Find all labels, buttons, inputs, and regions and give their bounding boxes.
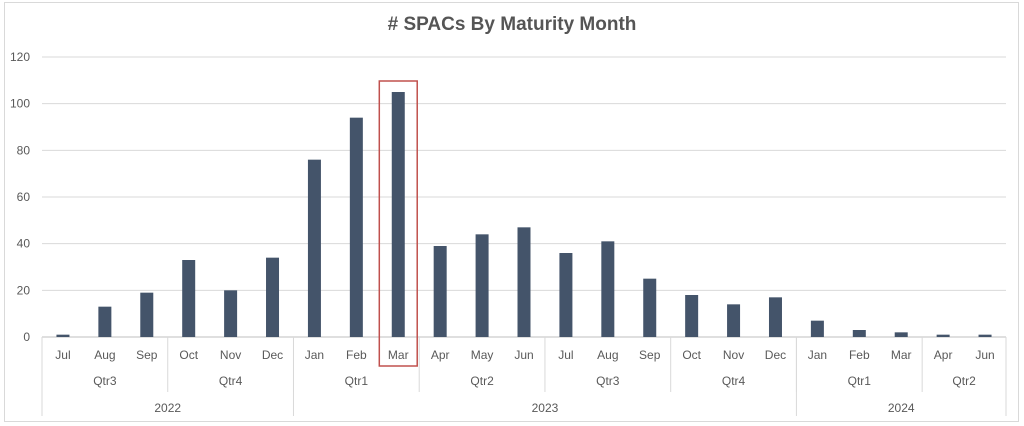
bar [978, 334, 992, 337]
bar [852, 330, 866, 337]
x-tick-label: Jan [305, 348, 324, 362]
bar [810, 320, 824, 337]
bar [685, 295, 699, 337]
quarter-label: Qtr4 [722, 374, 746, 388]
x-tick-label: Aug [94, 348, 115, 362]
x-tick-label: Aug [597, 348, 618, 362]
quarter-label: Qtr1 [848, 374, 872, 388]
bar [559, 253, 573, 337]
bar [140, 292, 154, 337]
y-tick-label: 20 [17, 283, 31, 297]
quarter-label: Qtr3 [596, 374, 620, 388]
year-label: 2022 [154, 401, 181, 415]
bar [433, 246, 447, 337]
bar [307, 159, 321, 337]
x-tick-label: Dec [262, 348, 283, 362]
bar [643, 278, 657, 337]
x-tick-label: Jul [558, 348, 573, 362]
chart-frame [4, 2, 1019, 422]
bar [391, 92, 405, 337]
bar [266, 257, 280, 337]
year-label: 2023 [532, 401, 559, 415]
y-tick-label: 0 [23, 330, 30, 344]
y-tick-label: 100 [10, 97, 30, 111]
x-tick-label: Feb [346, 348, 367, 362]
x-tick-label: Jan [808, 348, 827, 362]
bar [936, 334, 950, 337]
quarter-label: Qtr2 [470, 374, 494, 388]
x-tick-label: Dec [765, 348, 786, 362]
x-tick-label: Jun [514, 348, 533, 362]
bar [349, 117, 363, 338]
x-tick-label: Nov [723, 348, 744, 362]
x-tick-label: Nov [220, 348, 241, 362]
bar [894, 332, 908, 337]
bar [768, 297, 782, 337]
highlight-box [378, 80, 418, 367]
quarter-label: Qtr4 [219, 374, 243, 388]
y-tick-label: 60 [17, 190, 31, 204]
quarter-label: Qtr3 [93, 374, 117, 388]
x-tick-label: Mar [388, 348, 409, 362]
bar [517, 227, 531, 337]
bar [224, 290, 238, 337]
x-tick-label: Sep [639, 348, 661, 362]
bar [727, 304, 741, 337]
y-tick-label: 40 [17, 237, 31, 251]
bar [601, 241, 615, 337]
bar [475, 234, 489, 337]
y-tick-label: 80 [17, 143, 31, 157]
x-tick-label: May [471, 348, 494, 362]
y-tick-label: 120 [10, 50, 30, 64]
quarter-label: Qtr1 [345, 374, 369, 388]
x-tick-label: Apr [431, 348, 450, 362]
x-tick-label: Jun [975, 348, 994, 362]
x-tick-label: Oct [179, 348, 198, 362]
year-label: 2024 [888, 401, 915, 415]
chart-title: # SPACs By Maturity Month [387, 14, 637, 35]
x-tick-label: Jul [55, 348, 70, 362]
quarter-label: Qtr2 [952, 374, 976, 388]
bar [98, 306, 112, 337]
bar [56, 334, 70, 337]
x-tick-label: Sep [136, 348, 158, 362]
x-tick-label: Oct [682, 348, 701, 362]
x-tick-label: Mar [891, 348, 912, 362]
x-tick-label: Apr [934, 348, 953, 362]
x-tick-label: Feb [849, 348, 870, 362]
bar [182, 260, 196, 337]
